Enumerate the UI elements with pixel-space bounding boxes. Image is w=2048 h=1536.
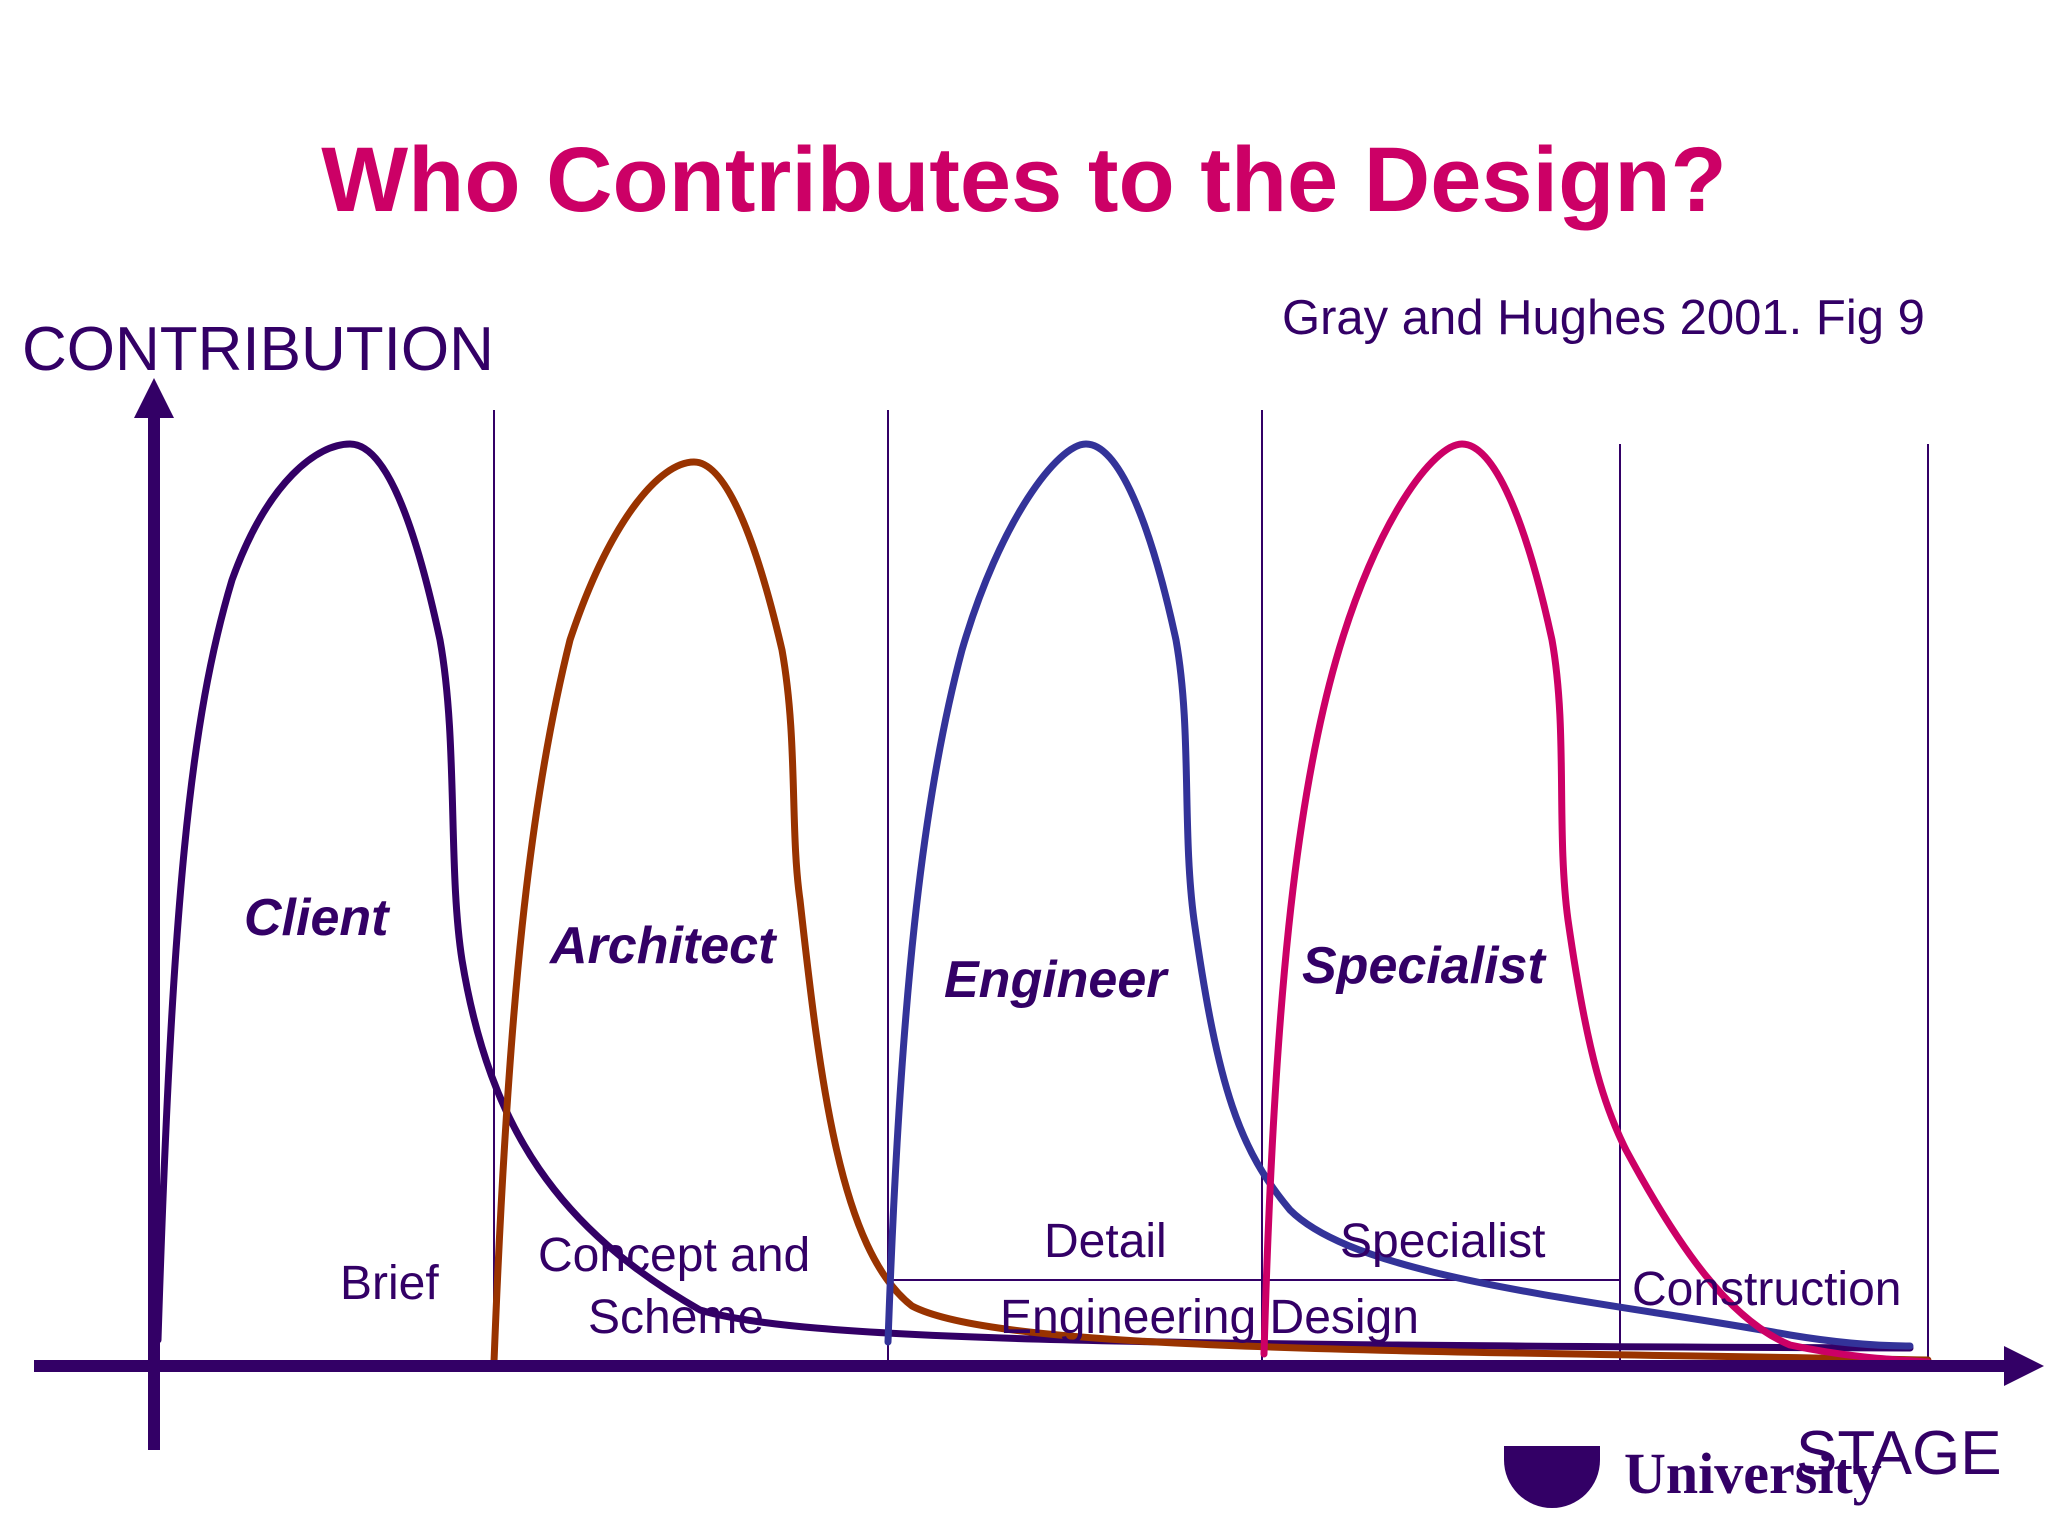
logo-text: University xyxy=(1624,1441,1882,1506)
stage-label-engineering-design: Engineering Design xyxy=(1000,1291,1419,1344)
y-axis-arrowhead xyxy=(134,378,174,418)
specialist-curve xyxy=(1260,440,1932,1366)
stage-label-specialist: Specialist xyxy=(1340,1215,1546,1268)
actor-label-architect: Architect xyxy=(550,917,776,975)
client-curve xyxy=(154,440,1914,1352)
stage-label-concept-line1: Concept and xyxy=(538,1229,811,1282)
actor-label-client: Client xyxy=(244,889,389,947)
citation: Gray and Hughes 2001. Fig 9 xyxy=(1282,291,1925,345)
slide-title: Who Contributes to the Design? xyxy=(321,129,1727,231)
stage-label-construction: Construction xyxy=(1632,1263,1902,1316)
architect-curve xyxy=(490,458,1932,1366)
x-axis-label: STAGE xyxy=(1796,1419,2002,1488)
x-axis-arrowhead xyxy=(2004,1346,2044,1386)
y-axis-label: CONTRIBUTION xyxy=(22,315,494,384)
stage-label-concept-line2: Scheme xyxy=(588,1291,765,1344)
stage-label-detail: Detail xyxy=(1044,1215,1167,1268)
stage-label-brief: Brief xyxy=(340,1257,439,1310)
shield-icon xyxy=(1504,1446,1600,1508)
actor-label-specialist: Specialist xyxy=(1302,937,1545,995)
university-logo: University xyxy=(1504,1440,1924,1512)
engineer-curve xyxy=(884,440,1914,1350)
actor-label-engineer: Engineer xyxy=(944,951,1167,1009)
